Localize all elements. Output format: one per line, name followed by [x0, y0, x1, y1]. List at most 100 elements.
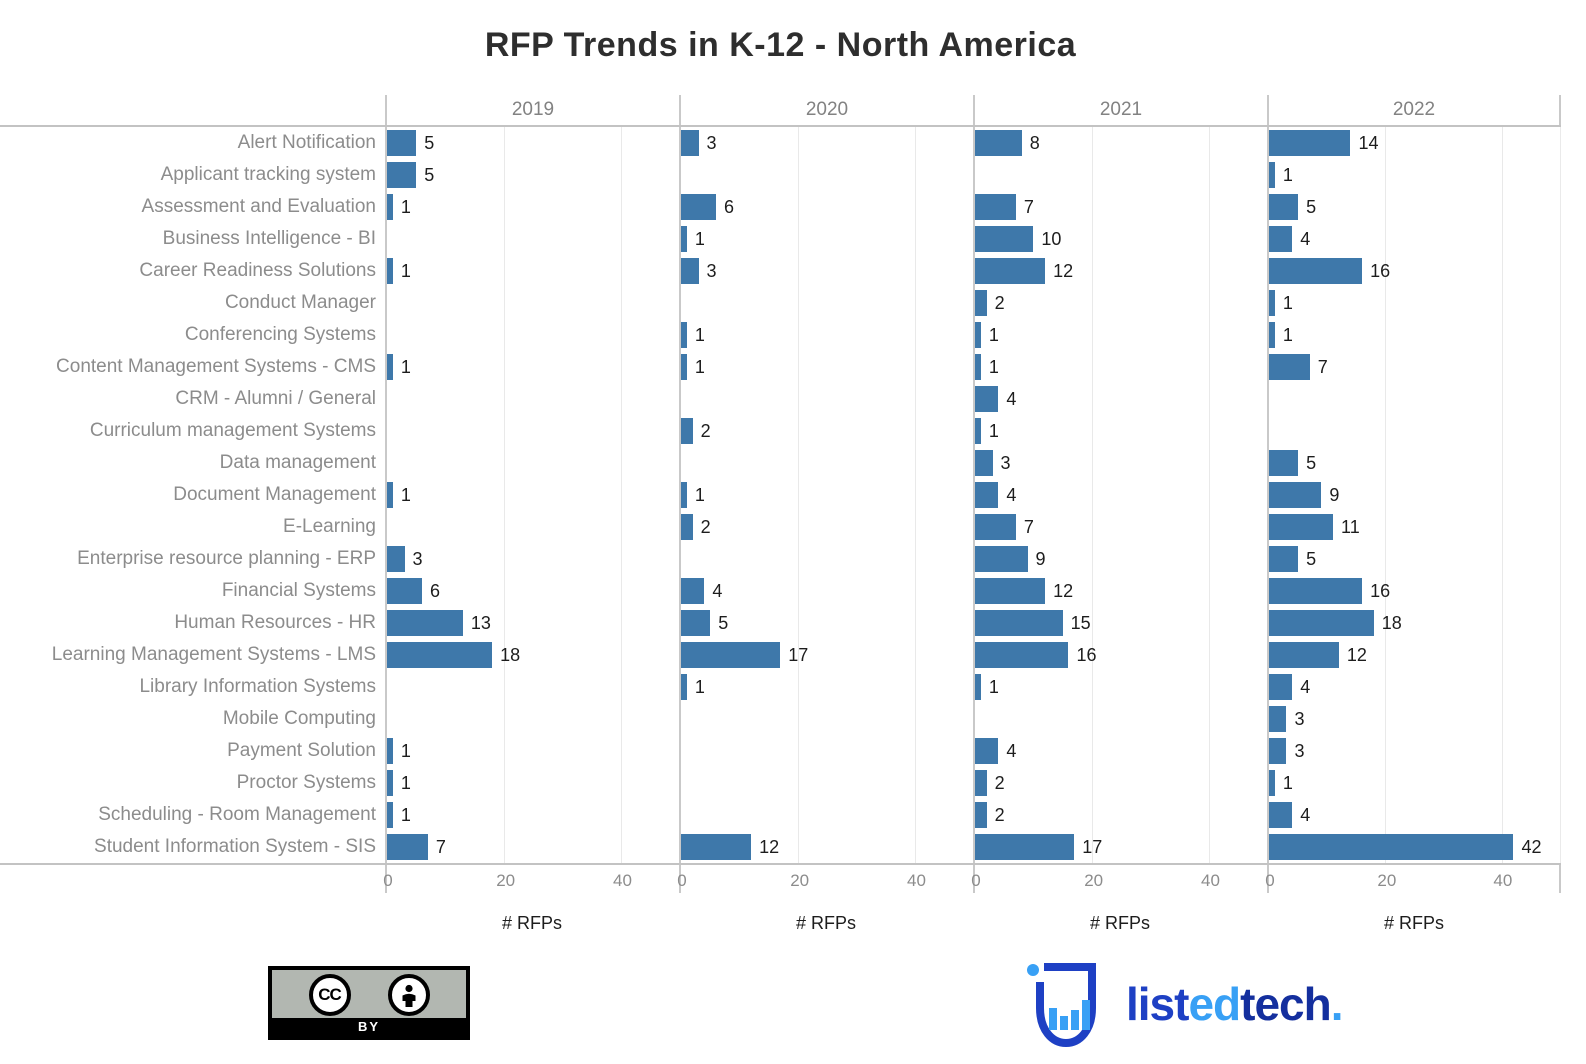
- chart-row: Human Resources - HR 13 5 15 18: [0, 607, 1561, 639]
- panel-cell-2019: 7: [385, 831, 679, 863]
- bar-value-label: 4: [1006, 485, 1017, 505]
- panel-cell-2019: [385, 319, 679, 351]
- panel-cell-2021: 7: [973, 191, 1267, 223]
- category-label: Business Intelligence - BI: [162, 228, 376, 249]
- panel-cell-2019: 13: [385, 607, 679, 639]
- bar: [1269, 322, 1275, 348]
- axis-tick: 0: [383, 871, 393, 890]
- chart-row: Financial Systems 6 4 12 16: [0, 575, 1561, 607]
- bar-value-label: 14: [1358, 133, 1379, 153]
- chart-row: Assessment and Evaluation 1 6 7 5: [0, 191, 1561, 223]
- bar-value-label: 1: [988, 677, 999, 697]
- axis-tick: 40: [1493, 871, 1513, 890]
- panel-cell-2021: 2: [973, 799, 1267, 831]
- panel-cell-2022: 5: [1267, 191, 1561, 223]
- category-label: E-Learning: [283, 516, 376, 537]
- bar: [681, 578, 705, 604]
- bar-value-label: 1: [694, 485, 705, 505]
- bar: [975, 834, 1075, 860]
- chart-row: Learning Management Systems - LMS 18 17 16 1…: [0, 639, 1561, 671]
- panel-cell-2022: 14: [1267, 127, 1561, 159]
- category-label: Learning Management Systems - LMS: [51, 644, 376, 665]
- axis-title-2019: # RFPs: [501, 912, 562, 933]
- chart-row: Alert Notification 5 3 8 14: [0, 127, 1561, 159]
- axis-ticks-2022: 0 20 40: [1265, 865, 1561, 893]
- bar: [975, 546, 1028, 572]
- panel-cell-2022: 11: [1267, 511, 1561, 543]
- bar-value-label: 17: [788, 645, 809, 665]
- bar-value-label: 7: [1317, 357, 1328, 377]
- axis-tick: 40: [1201, 871, 1220, 890]
- panel-cell-2020: 12: [679, 831, 973, 863]
- chart-row: Student Information System - SIS 7 12 17 42: [0, 831, 1561, 863]
- bar-value-label: 1: [400, 741, 411, 761]
- bar: [1269, 354, 1310, 380]
- chart-row: Applicant tracking system 5 1: [0, 159, 1561, 191]
- bar-value-label: 4: [712, 581, 723, 601]
- bar: [975, 738, 999, 764]
- bar-value-label: 3: [1294, 741, 1305, 761]
- category-label: Mobile Computing: [222, 708, 376, 729]
- panel-cell-2021: 4: [973, 383, 1267, 415]
- bar: [975, 770, 987, 796]
- bar: [975, 450, 993, 476]
- panel-cell-2021: 1: [973, 671, 1267, 703]
- panel-cell-2020: [679, 159, 973, 191]
- bar-value-label: 16: [1370, 261, 1391, 281]
- panel-cell-2021: 7: [973, 511, 1267, 543]
- chart-row: Curriculum management Systems 2 1: [0, 415, 1561, 447]
- axis-tick: 40: [613, 871, 632, 890]
- panel-cell-2021: 8: [973, 127, 1267, 159]
- bar-value-label: 3: [1294, 709, 1305, 729]
- brand-text-ed: ed: [1188, 978, 1241, 1030]
- category-label: Enterprise resource planning - ERP: [77, 548, 376, 569]
- panel-cell-2019: [385, 447, 679, 479]
- panel-cell-2019: 1: [385, 799, 679, 831]
- panel-cell-2022: 5: [1267, 447, 1561, 479]
- bar: [1269, 770, 1275, 796]
- bar: [387, 834, 428, 860]
- bar-value-label: 1: [694, 229, 705, 249]
- bar: [681, 258, 699, 284]
- chart-row: Business Intelligence - BI 1 10 4: [0, 223, 1561, 255]
- axis-spacer: [0, 865, 385, 893]
- panel-cell-2019: 1: [385, 735, 679, 767]
- bar-value-label: 2: [994, 773, 1005, 793]
- bar-value-label: 1: [400, 261, 411, 281]
- panel-cell-2020: 4: [679, 575, 973, 607]
- category-label: Scheduling - Room Management: [98, 804, 376, 825]
- year-header-row: 2019 2020 2021 2022: [0, 95, 1561, 125]
- chart-row: Career Readiness Solutions 1 3 12 16: [0, 255, 1561, 287]
- bar-value-label: 7: [435, 837, 446, 857]
- bar: [975, 226, 1034, 252]
- axis-title-row: # RFPs # RFPs # RFPs # RFPs: [0, 893, 1561, 939]
- panel-cell-2019: 1: [385, 479, 679, 511]
- category-label: Proctor Systems: [236, 772, 376, 793]
- bar-value-label: 4: [1300, 677, 1311, 697]
- bar-value-label: 18: [500, 645, 521, 665]
- bar: [1269, 258, 1363, 284]
- bar: [975, 802, 987, 828]
- bar-value-label: 6: [724, 197, 735, 217]
- listedtech-wordmark: listedtech.: [1126, 961, 1344, 1047]
- bar-value-label: 1: [694, 357, 705, 377]
- bar: [975, 578, 1046, 604]
- panel-cell-2020: 5: [679, 607, 973, 639]
- bar: [975, 482, 999, 508]
- bar-value-label: 5: [424, 133, 435, 153]
- category-label: Assessment and Evaluation: [141, 196, 376, 217]
- panel-cell-2022: 7: [1267, 351, 1561, 383]
- person-icon: [387, 974, 430, 1016]
- bar: [1269, 738, 1287, 764]
- axis-tick: 20: [496, 871, 516, 890]
- panel-cell-2020: 1: [679, 351, 973, 383]
- chart-row: Conduct Manager 2 1: [0, 287, 1561, 319]
- chart-row: Scheduling - Room Management 1 2 4: [0, 799, 1561, 831]
- panel-cell-2022: 4: [1267, 799, 1561, 831]
- cc-by-label: BY: [272, 1018, 466, 1036]
- bar-value-label: 10: [1041, 229, 1062, 249]
- year-header-2020: 2020: [679, 95, 973, 125]
- bar: [681, 354, 687, 380]
- bar: [387, 162, 417, 188]
- bar: [681, 418, 693, 444]
